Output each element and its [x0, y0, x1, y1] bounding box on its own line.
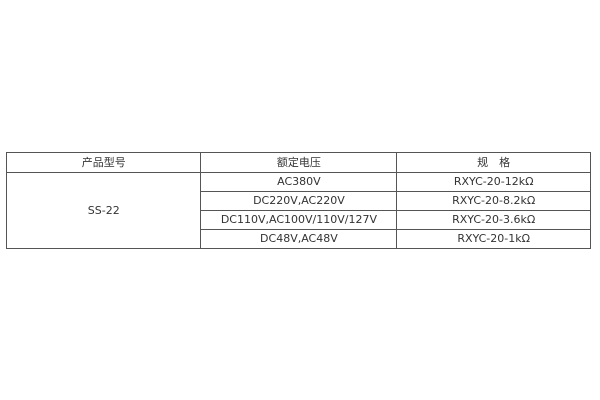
header-model: 产品型号 — [5, 152, 202, 173]
voltage-cell: AC380V — [200, 172, 398, 192]
header-specification: 规 格 — [396, 152, 591, 173]
spec-cell: RXYC-20-12kΩ — [396, 172, 591, 192]
spec-cell: RXYC-20-1kΩ — [396, 229, 591, 249]
header-rated-voltage: 额定电压 — [200, 152, 398, 173]
spec-cell: RXYC-20-3.6kΩ — [396, 210, 591, 230]
table-header-row: 产品型号 额定电压 规 格 — [5, 152, 591, 173]
table-row: SS-22 AC380V RXYC-20-12kΩ — [5, 172, 591, 249]
voltage-cell: DC110V,AC100V/110V/127V — [200, 210, 398, 230]
voltage-cell: DC220V,AC220V — [200, 191, 398, 211]
spec-table: 产品型号 额定电压 规 格 SS-22 AC380V RXYC-20-12kΩ … — [5, 152, 591, 249]
voltage-cell: DC48V,AC48V — [200, 229, 398, 249]
model-cell: SS-22 — [5, 172, 202, 249]
spec-cell: RXYC-20-8.2kΩ — [396, 191, 591, 211]
table-row: DC48V,AC48V RXYC-20-1kΩ — [7, 229, 591, 249]
